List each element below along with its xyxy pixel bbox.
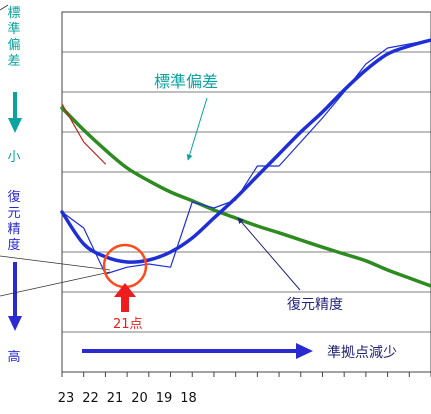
series-group: [60, 38, 431, 288]
x-tick-label: 21: [107, 391, 124, 406]
std-dev-pointer: [186, 97, 208, 161]
left-top-label: 標準偏差: [7, 6, 21, 69]
series-line-3: [61, 39, 431, 275]
left-arrow-top-head: [8, 118, 22, 133]
x-tick-label: 23: [58, 391, 75, 406]
red-up-arrow: [114, 283, 136, 312]
std-dev-label: 標準偏差: [154, 72, 218, 91]
series-line-1: [61, 103, 107, 165]
decrease-arrow-head: [296, 343, 313, 359]
series-line-2: [60, 38, 431, 264]
left-high-label: 高: [7, 350, 21, 365]
x-tick-label: 22: [82, 391, 99, 406]
x-tick-label: 20: [131, 391, 148, 406]
left-small-label: 小: [7, 150, 21, 165]
pointer-line-1: [0, 255, 111, 271]
pointer-line-top: [0, 4, 9, 11]
left-mid-label: 復元精度: [7, 190, 21, 253]
accuracy-label: 復元精度: [287, 296, 343, 313]
x-tick-label: 18: [180, 391, 197, 406]
pointer-line-2: [0, 271, 111, 297]
left-arrow-bottom-head: [8, 316, 22, 331]
series-line-0: [60, 106, 431, 288]
accuracy-pointer: [237, 217, 301, 291]
point-label: 21点: [113, 317, 143, 332]
arrow-label: 準拠点減少: [327, 344, 397, 361]
x-ticks: 23 22 21 20 19 18: [58, 372, 431, 406]
x-tick-label: 19: [156, 391, 173, 406]
